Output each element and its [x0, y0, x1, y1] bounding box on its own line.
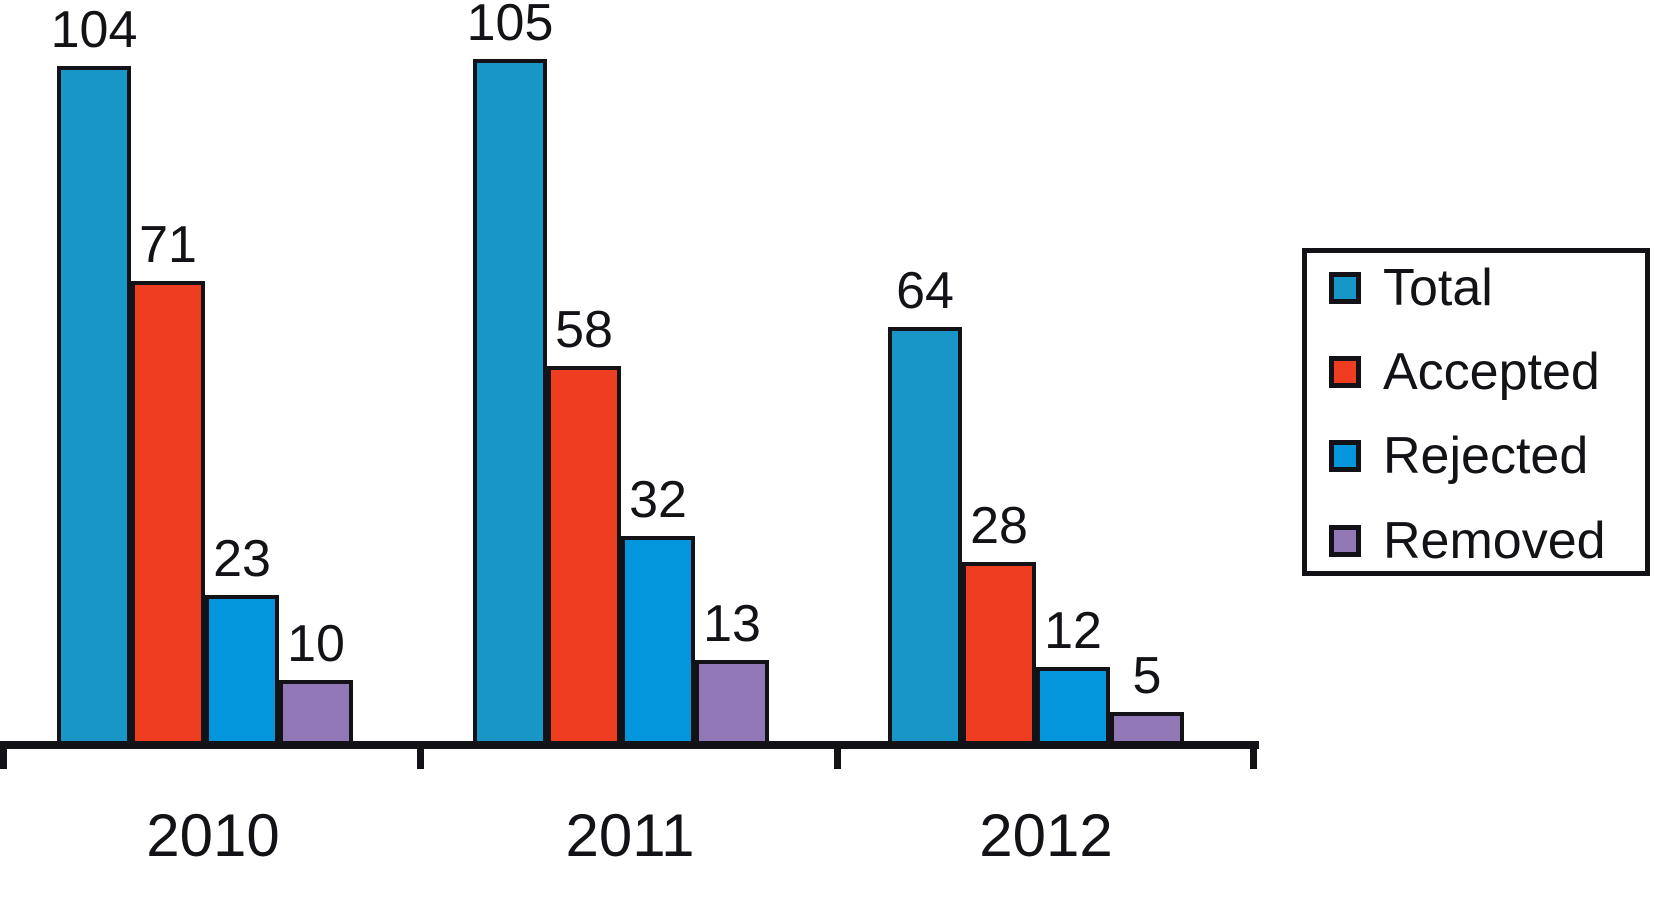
x-axis-tick-2	[834, 741, 841, 769]
x-axis-tick-3	[1250, 741, 1257, 769]
bar-removed-2011	[695, 660, 769, 745]
bar-rejected-2011	[621, 536, 695, 745]
bar-value-label-rejected-2010: 23	[213, 530, 271, 588]
legend-swatch-total-icon	[1329, 272, 1361, 304]
x-tick-label-2011: 2011	[565, 802, 695, 869]
bar-value-label-total-2010: 104	[50, 1, 138, 59]
bar-accepted-2010	[131, 281, 205, 745]
bar-value-label-rejected-2011: 32	[629, 471, 687, 529]
bar-total-2010	[57, 66, 131, 745]
bar-removed-2012	[1110, 712, 1184, 745]
legend: Total Accepted Rejected Removed	[1302, 248, 1650, 576]
legend-item-removed: Removed	[1329, 515, 1606, 567]
x-axis-tick-0	[0, 741, 7, 769]
bar-value-label-rejected-2012: 12	[1044, 602, 1102, 660]
x-axis-line	[0, 741, 1259, 749]
bar-rejected-2010	[205, 595, 279, 745]
x-tick-label-2010: 2010	[146, 802, 280, 869]
bar-value-label-removed-2011: 13	[703, 595, 761, 653]
bar-value-label-removed-2012: 5	[1132, 647, 1162, 705]
bar-rejected-2012	[1036, 667, 1110, 745]
bar-removed-2010	[279, 680, 353, 745]
legend-swatch-rejected-icon	[1329, 440, 1361, 472]
legend-item-total: Total	[1329, 262, 1493, 314]
legend-item-rejected: Rejected	[1329, 430, 1588, 482]
bar-value-label-accepted-2012: 28	[970, 497, 1028, 555]
x-axis-tick-1	[417, 741, 424, 769]
x-tick-label-2012: 2012	[979, 802, 1113, 869]
bar-total-2011	[473, 59, 547, 745]
legend-label-accepted: Accepted	[1383, 343, 1600, 401]
legend-swatch-accepted-icon	[1329, 356, 1361, 388]
bar-value-label-accepted-2011: 58	[555, 301, 613, 359]
legend-item-accepted: Accepted	[1329, 346, 1600, 398]
bar-accepted-2011	[547, 366, 621, 745]
legend-label-rejected: Rejected	[1383, 427, 1589, 485]
bar-total-2012	[888, 327, 962, 745]
bar-value-label-removed-2010: 10	[287, 615, 345, 673]
bar-value-label-total-2012: 64	[896, 262, 954, 320]
bar-value-label-accepted-2010: 71	[139, 216, 197, 274]
bar-value-label-total-2011: 105	[466, 0, 554, 52]
legend-label-total: Total	[1383, 259, 1493, 317]
legend-swatch-removed-icon	[1329, 525, 1361, 557]
legend-label-removed: Removed	[1383, 512, 1606, 570]
bar-accepted-2012	[962, 562, 1036, 745]
